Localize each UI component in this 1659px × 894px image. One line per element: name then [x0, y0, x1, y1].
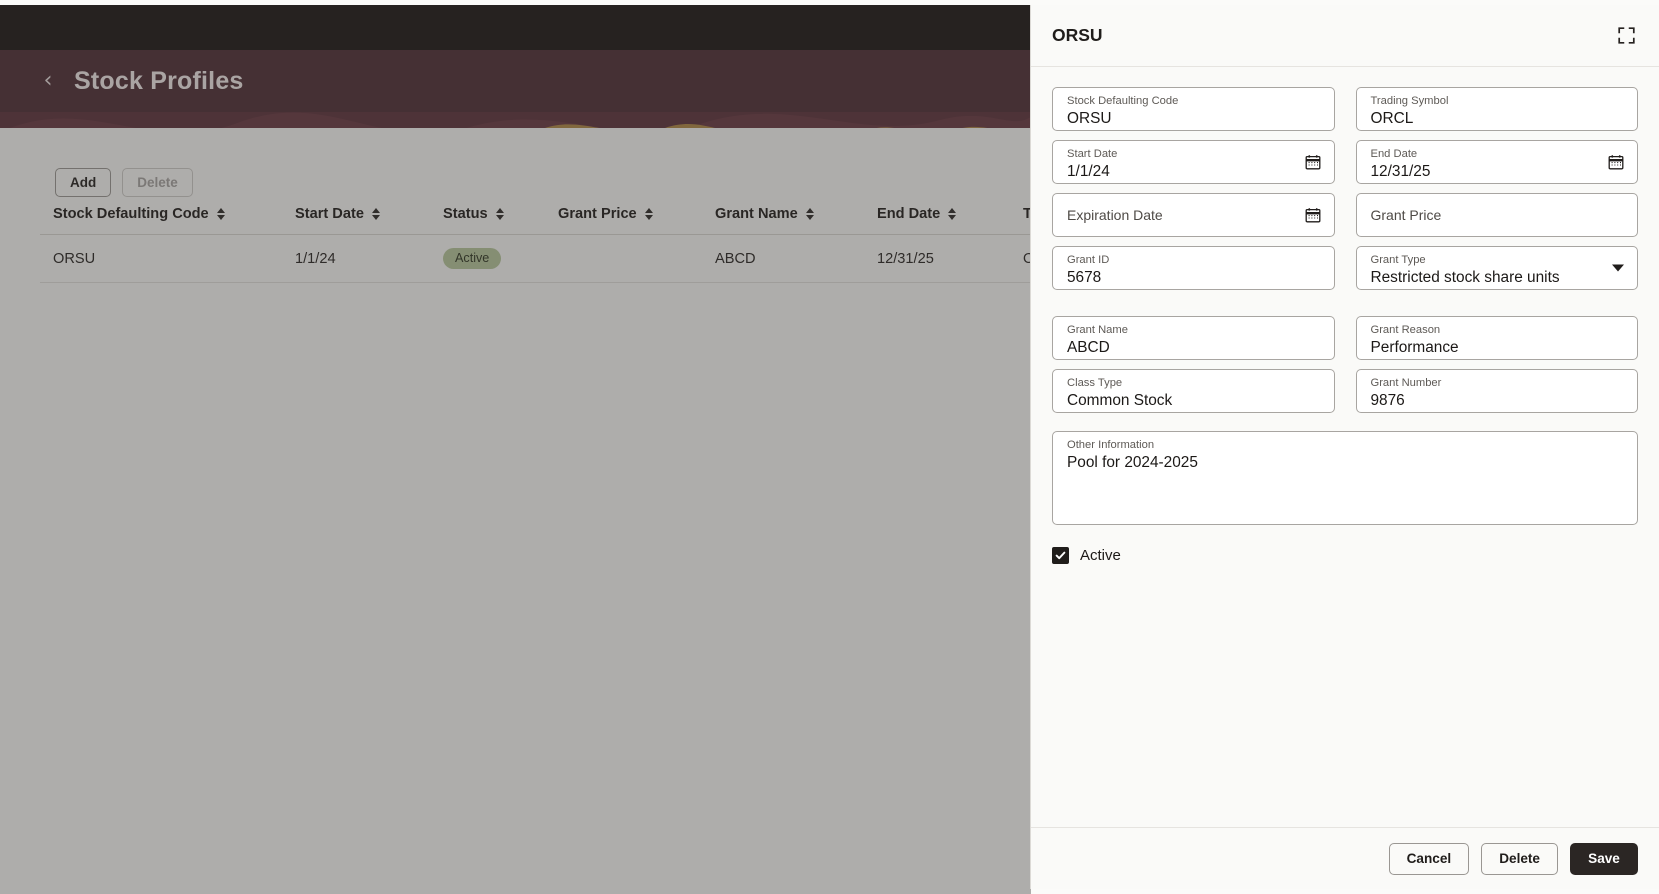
field-value: 9876 [1370, 392, 1405, 409]
field-label: Class Type [1067, 377, 1123, 389]
field-value: Pool for 2024-2025 [1067, 454, 1198, 471]
column-header-grant-name[interactable]: Grant Name [715, 206, 877, 222]
cell-start-date: 1/1/24 [295, 250, 336, 267]
field-value: 5678 [1067, 269, 1102, 286]
field-label: End Date [1370, 148, 1418, 160]
column-header-start-date[interactable]: Start Date [295, 206, 443, 222]
panel-footer: Cancel Delete Save [1031, 827, 1659, 889]
class-type-field[interactable]: Class Type Common Stock [1052, 369, 1335, 413]
sort-icon[interactable] [495, 207, 505, 221]
sort-icon[interactable] [644, 207, 654, 221]
expiration-date-field[interactable]: Expiration Date [1052, 193, 1335, 237]
field-label: Grant ID [1067, 254, 1110, 266]
grant-reason-field[interactable]: Grant Reason Performance [1355, 316, 1638, 360]
cell-end-date: 12/31/25 [877, 250, 934, 267]
field-value: ORCL [1370, 110, 1414, 127]
grant-type-field[interactable]: Grant Type Restricted stock share units [1355, 246, 1638, 290]
decorative-swirl [0, 112, 1031, 128]
detail-panel: ORSU Stock Defaulting Code ORSU Trading … [1030, 5, 1659, 889]
column-header-end-date[interactable]: End Date [877, 206, 1023, 222]
column-header-stock-defaulting-code[interactable]: Stock Defaulting Code [40, 206, 295, 222]
active-checkbox-label: Active [1080, 547, 1121, 564]
table-toolbar: Add Delete [55, 168, 193, 197]
expand-fullscreen-icon[interactable] [1613, 23, 1639, 49]
column-label: End Date [877, 206, 941, 222]
form-spacer [1052, 299, 1638, 307]
grant-number-field[interactable]: Grant Number 9876 [1355, 369, 1638, 413]
chevron-down-icon[interactable] [1612, 264, 1624, 272]
panel-header: ORSU [1031, 5, 1659, 67]
column-label: Stock Defaulting Code [53, 206, 209, 222]
cancel-button[interactable]: Cancel [1388, 842, 1470, 875]
delete-button[interactable]: Delete [122, 168, 193, 197]
sort-icon[interactable] [371, 207, 381, 221]
field-label: Other Information [1067, 439, 1155, 451]
active-checkbox-row[interactable]: Active [1052, 547, 1121, 564]
column-label: Status [443, 206, 488, 222]
panel-title: ORSU [1052, 25, 1103, 45]
field-label: Grant Reason [1370, 324, 1441, 336]
field-value: Common Stock [1067, 392, 1173, 409]
grant-price-field[interactable]: Grant Price [1355, 193, 1638, 237]
sort-icon[interactable] [216, 207, 226, 221]
field-value: ORSU [1067, 110, 1112, 127]
field-label: Grant Name [1067, 324, 1128, 336]
field-value: Restricted stock share units [1370, 269, 1560, 286]
column-label: Grant Name [715, 206, 798, 222]
trading-symbol-field[interactable]: Trading Symbol ORCL [1355, 87, 1638, 131]
column-label: Grant Price [558, 206, 637, 222]
detail-form: Stock Defaulting Code ORSU Trading Symbo… [1052, 87, 1638, 525]
calendar-icon[interactable] [1607, 153, 1625, 171]
add-button[interactable]: Add [55, 168, 112, 197]
modal-scrim-top [0, 50, 1031, 128]
cell-stock-defaulting-code: ORSU [53, 250, 96, 267]
field-value: 1/1/24 [1067, 163, 1110, 180]
field-label: Start Date [1067, 148, 1118, 160]
panel-body: Stock Defaulting Code ORSU Trading Symbo… [1031, 67, 1659, 827]
stock-defaulting-code-field[interactable]: Stock Defaulting Code ORSU [1052, 87, 1335, 131]
field-value: 12/31/25 [1370, 163, 1431, 180]
field-value: Performance [1370, 339, 1459, 356]
column-label: Start Date [295, 206, 364, 222]
stock-profiles-table: Stock Defaulting Code Start Date Status … [40, 206, 1659, 283]
field-value: ABCD [1067, 339, 1110, 356]
calendar-icon[interactable] [1304, 206, 1322, 224]
end-date-field[interactable]: End Date 12/31/25 [1355, 140, 1638, 184]
field-label: Grant Number [1370, 377, 1442, 389]
field-label: Grant Type [1370, 254, 1426, 266]
table-header-row: Stock Defaulting Code Start Date Status … [40, 206, 1659, 235]
start-date-field[interactable]: Start Date 1/1/24 [1052, 140, 1335, 184]
save-button[interactable]: Save [1570, 842, 1638, 875]
sort-icon[interactable] [805, 207, 815, 221]
field-label: Stock Defaulting Code [1067, 95, 1179, 107]
field-placeholder: Grant Price [1370, 207, 1442, 223]
status-badge: Active [443, 248, 502, 269]
grant-id-field[interactable]: Grant ID 5678 [1052, 246, 1335, 290]
delete-button[interactable]: Delete [1481, 842, 1558, 875]
calendar-icon[interactable] [1304, 153, 1322, 171]
modal-scrim [0, 128, 1031, 894]
field-label: Trading Symbol [1370, 95, 1449, 107]
page-title: Stock Profiles [74, 66, 244, 95]
field-placeholder: Expiration Date [1067, 207, 1163, 223]
other-information-field[interactable]: Other Information Pool for 2024-2025 [1052, 431, 1638, 525]
grant-name-field[interactable]: Grant Name ABCD [1052, 316, 1335, 360]
cell-status: Active [443, 248, 558, 269]
cell-grant-name: ABCD [715, 250, 756, 267]
checkbox-checked-icon[interactable] [1052, 547, 1069, 564]
chevron-left-icon[interactable]: ‹ [43, 68, 53, 93]
column-header-grant-price[interactable]: Grant Price [558, 206, 715, 222]
column-header-status[interactable]: Status [443, 206, 558, 222]
sort-icon[interactable] [948, 207, 957, 221]
